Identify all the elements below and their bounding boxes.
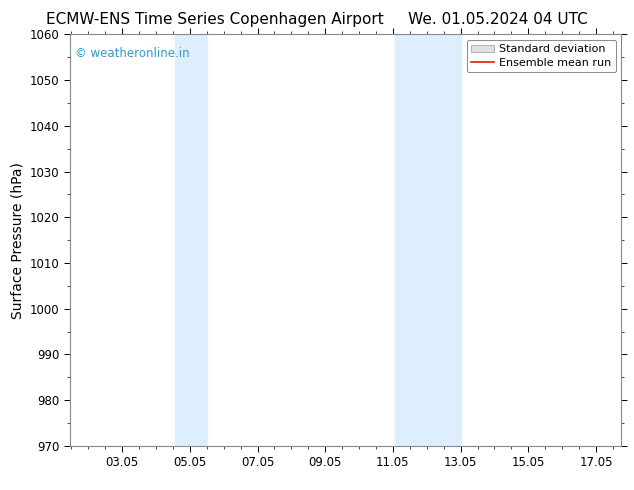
Text: ECMW-ENS Time Series Copenhagen Airport     We. 01.05.2024 04 UTC: ECMW-ENS Time Series Copenhagen Airport …: [46, 12, 588, 27]
Bar: [174, 34, 207, 446]
Text: © weatheronline.in: © weatheronline.in: [75, 47, 190, 60]
Bar: [394, 34, 460, 446]
Legend: Standard deviation, Ensemble mean run: Standard deviation, Ensemble mean run: [467, 40, 616, 72]
Y-axis label: Surface Pressure (hPa): Surface Pressure (hPa): [10, 162, 24, 318]
